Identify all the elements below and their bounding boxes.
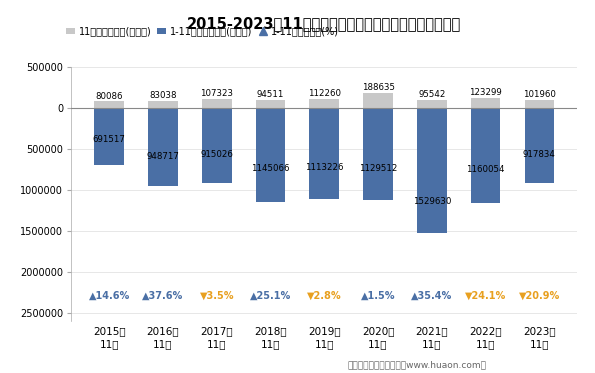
Bar — [309, 108, 339, 199]
Text: ▼3.5%: ▼3.5% — [199, 291, 234, 301]
Bar — [148, 108, 178, 186]
Text: 1160054: 1160054 — [466, 165, 505, 174]
Text: ▲14.6%: ▲14.6% — [89, 291, 130, 301]
Text: ▲35.4%: ▲35.4% — [411, 291, 452, 301]
Bar — [525, 108, 554, 183]
Text: 1129512: 1129512 — [359, 164, 397, 173]
Text: 95542: 95542 — [418, 90, 446, 99]
Bar — [471, 98, 500, 108]
Bar — [309, 99, 339, 108]
Text: 691517: 691517 — [93, 135, 126, 144]
Text: 917834: 917834 — [523, 150, 556, 159]
Text: 80086: 80086 — [95, 91, 123, 100]
Text: 1529630: 1529630 — [413, 197, 451, 206]
Bar — [417, 108, 447, 233]
Text: 1145066: 1145066 — [251, 164, 290, 173]
Text: 123299: 123299 — [469, 88, 502, 97]
Legend: 11月进出口总额(万美元), 1-11月进出口总额(万美元), 1-11月同比增速(%): 11月进出口总额(万美元), 1-11月进出口总额(万美元), 1-11月同比增… — [66, 26, 339, 36]
Text: 107323: 107323 — [201, 89, 233, 98]
Bar — [202, 108, 231, 183]
Bar — [525, 100, 554, 108]
Text: 1113226: 1113226 — [305, 163, 343, 172]
Text: ▲25.1%: ▲25.1% — [250, 291, 291, 301]
Text: ▲1.5%: ▲1.5% — [361, 291, 395, 301]
Text: 188635: 188635 — [362, 83, 394, 92]
Text: ▼20.9%: ▼20.9% — [519, 291, 560, 301]
Text: ▼24.1%: ▼24.1% — [465, 291, 506, 301]
Text: ▲37.6%: ▲37.6% — [142, 291, 184, 301]
Bar — [95, 108, 124, 164]
Bar — [417, 100, 447, 108]
Title: 2015-2023年11月山西省外商投资企业进出口总额统计图: 2015-2023年11月山西省外商投资企业进出口总额统计图 — [187, 16, 461, 31]
Text: 制图：华经产业研究院（www.huaon.com）: 制图：华经产业研究院（www.huaon.com） — [347, 360, 486, 369]
Bar — [256, 100, 285, 108]
Bar — [202, 99, 231, 108]
Bar — [364, 93, 393, 108]
Text: 112260: 112260 — [308, 89, 341, 98]
Text: 948717: 948717 — [146, 152, 179, 161]
Bar — [148, 101, 178, 108]
Bar — [471, 108, 500, 203]
Text: 83038: 83038 — [149, 91, 177, 100]
Text: 94511: 94511 — [257, 90, 284, 99]
Bar — [364, 108, 393, 200]
Bar — [256, 108, 285, 202]
Text: 101960: 101960 — [523, 90, 556, 99]
Text: 915026: 915026 — [201, 150, 233, 159]
Text: ▼2.8%: ▼2.8% — [307, 291, 342, 301]
Bar — [95, 101, 124, 108]
